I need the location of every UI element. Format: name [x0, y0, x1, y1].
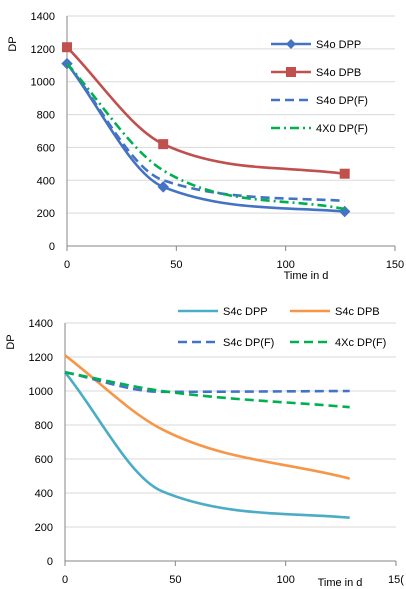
chart-top-point-s4o-dpp-1 [157, 181, 169, 193]
chart-bottom-y-tick-label-400: 400 [35, 488, 53, 500]
chart-top-y-tick-label-200: 200 [37, 208, 55, 220]
chart-bottom-x-ticks: 0 50 100 15( [62, 561, 404, 586]
chart-bottom-y-tick-label-200: 200 [35, 522, 53, 534]
chart-bottom: 0 200 400 600 800 1000 1200 1400 0 50 100 15( DP T… [5, 306, 404, 589]
chart-top-x-tick-label-50: 50 [170, 259, 182, 271]
chart-bottom-y-tick-label-600: 600 [35, 454, 53, 466]
chart-top-series-line-4x0-dp-f [66, 62, 345, 211]
chart-bottom-x-tick-label-150: 15( [388, 574, 404, 586]
chart-bottom-gridlines [65, 322, 396, 528]
chart-bottom-x-tick-label-0: 0 [62, 574, 68, 586]
chart-bottom-legend: S4c DPP S4c DPB S4c DP(F) 4Xc DP(F) [178, 306, 386, 349]
chart-bottom-series [63, 354, 351, 519]
chart-top-series [61, 42, 351, 218]
chart-bottom-legend-label-4xc-dp-f: 4Xc DP(F) [335, 337, 386, 349]
chart-bottom-y-axis-label: DP [5, 334, 17, 349]
chart-bottom-y-ticks: 0 200 400 600 800 1000 1200 1400 [29, 318, 53, 568]
chart-top-legend-marker-s4o-dpb [286, 67, 296, 77]
chart-bottom-series-line-4xc-dp-f [64, 371, 350, 409]
chart-top-legend-label-s4o-dpp: S4o DPP [316, 39, 361, 51]
chart-top-y-tick-label-0: 0 [49, 241, 55, 253]
chart-top-legend-label-s4o-dp-f: S4o DP(F) [316, 95, 368, 107]
chart-top-series-line-s4o-dpb [66, 46, 345, 175]
chart-top-x-tick-label-100: 100 [276, 259, 294, 271]
chart-top-legend-label-4x0-dp-f: 4X0 DP(F) [316, 123, 368, 135]
chart-bottom-y-tick-label-1200: 1200 [29, 352, 53, 364]
chart-top-y-axis-label: DP [7, 36, 19, 51]
chart-top-x-axis-label: Time in d [284, 270, 329, 282]
chart-top-y-tick-label-600: 600 [37, 142, 55, 154]
chart-bottom-x-tick-label-50: 50 [169, 574, 181, 586]
chart-top-legend: S4o DPP S4o DPB S4o DP(F) 4X0 DP(F) [271, 39, 368, 135]
chart-top: 0 200 400 600 800 1000 1200 1400 0 50 100 150 DP T… [7, 11, 404, 282]
chart-bottom-y-tick-label-1400: 1400 [29, 318, 53, 330]
chart-top-point-s4o-dpb-1 [158, 139, 169, 150]
chart-top-y-ticks: 0 200 400 600 800 1000 1200 1400 [31, 11, 55, 253]
chart-top-x-tick-label-0: 0 [64, 259, 70, 271]
chart-bottom-legend-label-s4c-dpp: S4c DPP [223, 306, 268, 318]
chart-top-legend-label-s4o-dpb: S4o DPB [316, 67, 361, 79]
chart-top-series-line-s4o-dp-f [65, 62, 345, 203]
chart-bottom-legend-label-s4c-dp-f: S4c DP(F) [223, 337, 274, 349]
chart-top-y-tick-label-400: 400 [37, 175, 55, 187]
chart-top-x-tick-label-150: 150 [386, 259, 404, 271]
chart-bottom-x-axis-label: Time in d [318, 577, 363, 589]
chart-bottom-legend-label-s4c-dpb: S4c DPB [335, 306, 380, 318]
chart-bottom-y-tick-label-1000: 1000 [29, 386, 53, 398]
chart-top-y-tick-label-1200: 1200 [31, 44, 55, 56]
chart-top-point-s4o-dpb-0 [62, 42, 72, 53]
chart-bottom-series-line-s4c-dpb [64, 354, 351, 480]
chart-top-point-s4o-dpb-2 [339, 168, 350, 179]
chart-bottom-series-line-s4c-dpp [63, 371, 350, 519]
chart-bottom-y-tick-label-0: 0 [47, 556, 53, 568]
chart-top-y-tick-label-800: 800 [37, 110, 55, 122]
chart-top-y-tick-label-1000: 1000 [31, 77, 55, 89]
chart-bottom-x-tick-label-100: 100 [276, 574, 294, 586]
chart-top-y-tick-label-1400: 1400 [31, 11, 55, 23]
chart-top-x-ticks: 0 50 100 150 [64, 246, 404, 271]
chart-top-legend-marker-s4o-dpp [286, 39, 296, 49]
chart-bottom-y-tick-label-800: 800 [35, 420, 53, 432]
